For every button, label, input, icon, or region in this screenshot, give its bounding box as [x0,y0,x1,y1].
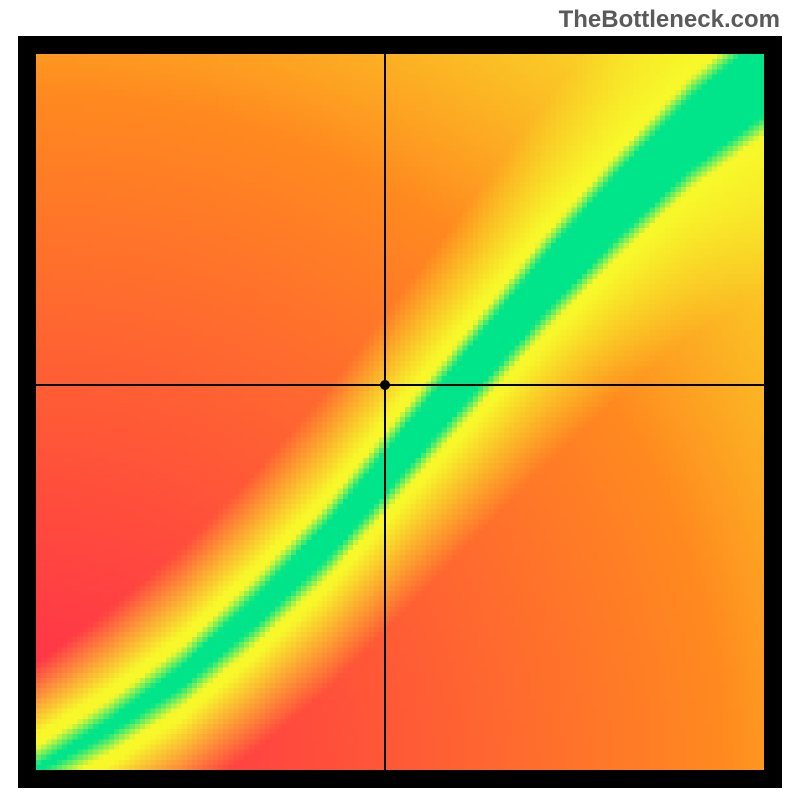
heatmap-plot [36,54,764,770]
crosshair-vertical [384,54,386,770]
watermark-text: TheBottleneck.com [559,6,780,34]
heatmap-canvas [36,54,764,770]
crosshair-horizontal [36,384,764,386]
crosshair-dot [380,380,390,390]
chart-container: TheBottleneck.com [0,0,800,800]
